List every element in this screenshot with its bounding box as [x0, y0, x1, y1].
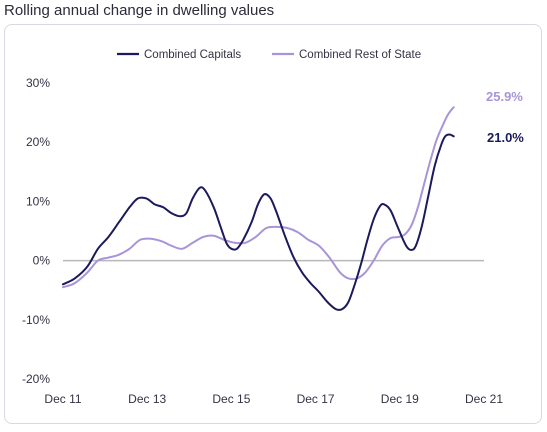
- x-tick-label: Dec 11: [44, 392, 81, 406]
- x-tick-label: Dec 19: [381, 392, 419, 406]
- y-tick-label: 30%: [26, 76, 50, 90]
- x-tick-label: Dec 13: [128, 392, 166, 406]
- combined-capitals-line: [62, 133, 455, 311]
- chart-card: [4, 24, 542, 424]
- y-tick-label: 0%: [33, 254, 51, 268]
- y-tick-label: 20%: [26, 135, 50, 149]
- x-tick-label: Dec 21: [465, 392, 503, 406]
- chart-title: Rolling annual change in dwelling values: [4, 2, 275, 19]
- series-lines: [62, 106, 455, 311]
- end-labels: 21.0% 25.9%: [486, 89, 524, 145]
- y-tick-label: 10%: [26, 194, 50, 208]
- y-axis-ticks: 30% 20% 10% 0% -10% -20%: [22, 76, 50, 386]
- chart-legend: Combined Capitals Combined Rest of State: [117, 49, 421, 61]
- y-tick-label: -20%: [22, 372, 50, 386]
- combined-rest-of-state-end-label: 25.9%: [486, 89, 523, 104]
- y-tick-label: -10%: [22, 313, 50, 327]
- combined-rest-of-state-line: [62, 106, 455, 289]
- x-axis-ticks: Dec 11 Dec 13 Dec 15 Dec 17 Dec 19 Dec 21: [44, 392, 503, 406]
- combined-rest-of-state-legend-label: Combined Rest of State: [299, 49, 421, 61]
- x-tick-label: Dec 15: [212, 392, 250, 406]
- combined-capitals-legend-label: Combined Capitals: [144, 49, 241, 61]
- combined-capitals-end-label: 21.0%: [487, 130, 524, 145]
- x-tick-label: Dec 17: [297, 392, 335, 406]
